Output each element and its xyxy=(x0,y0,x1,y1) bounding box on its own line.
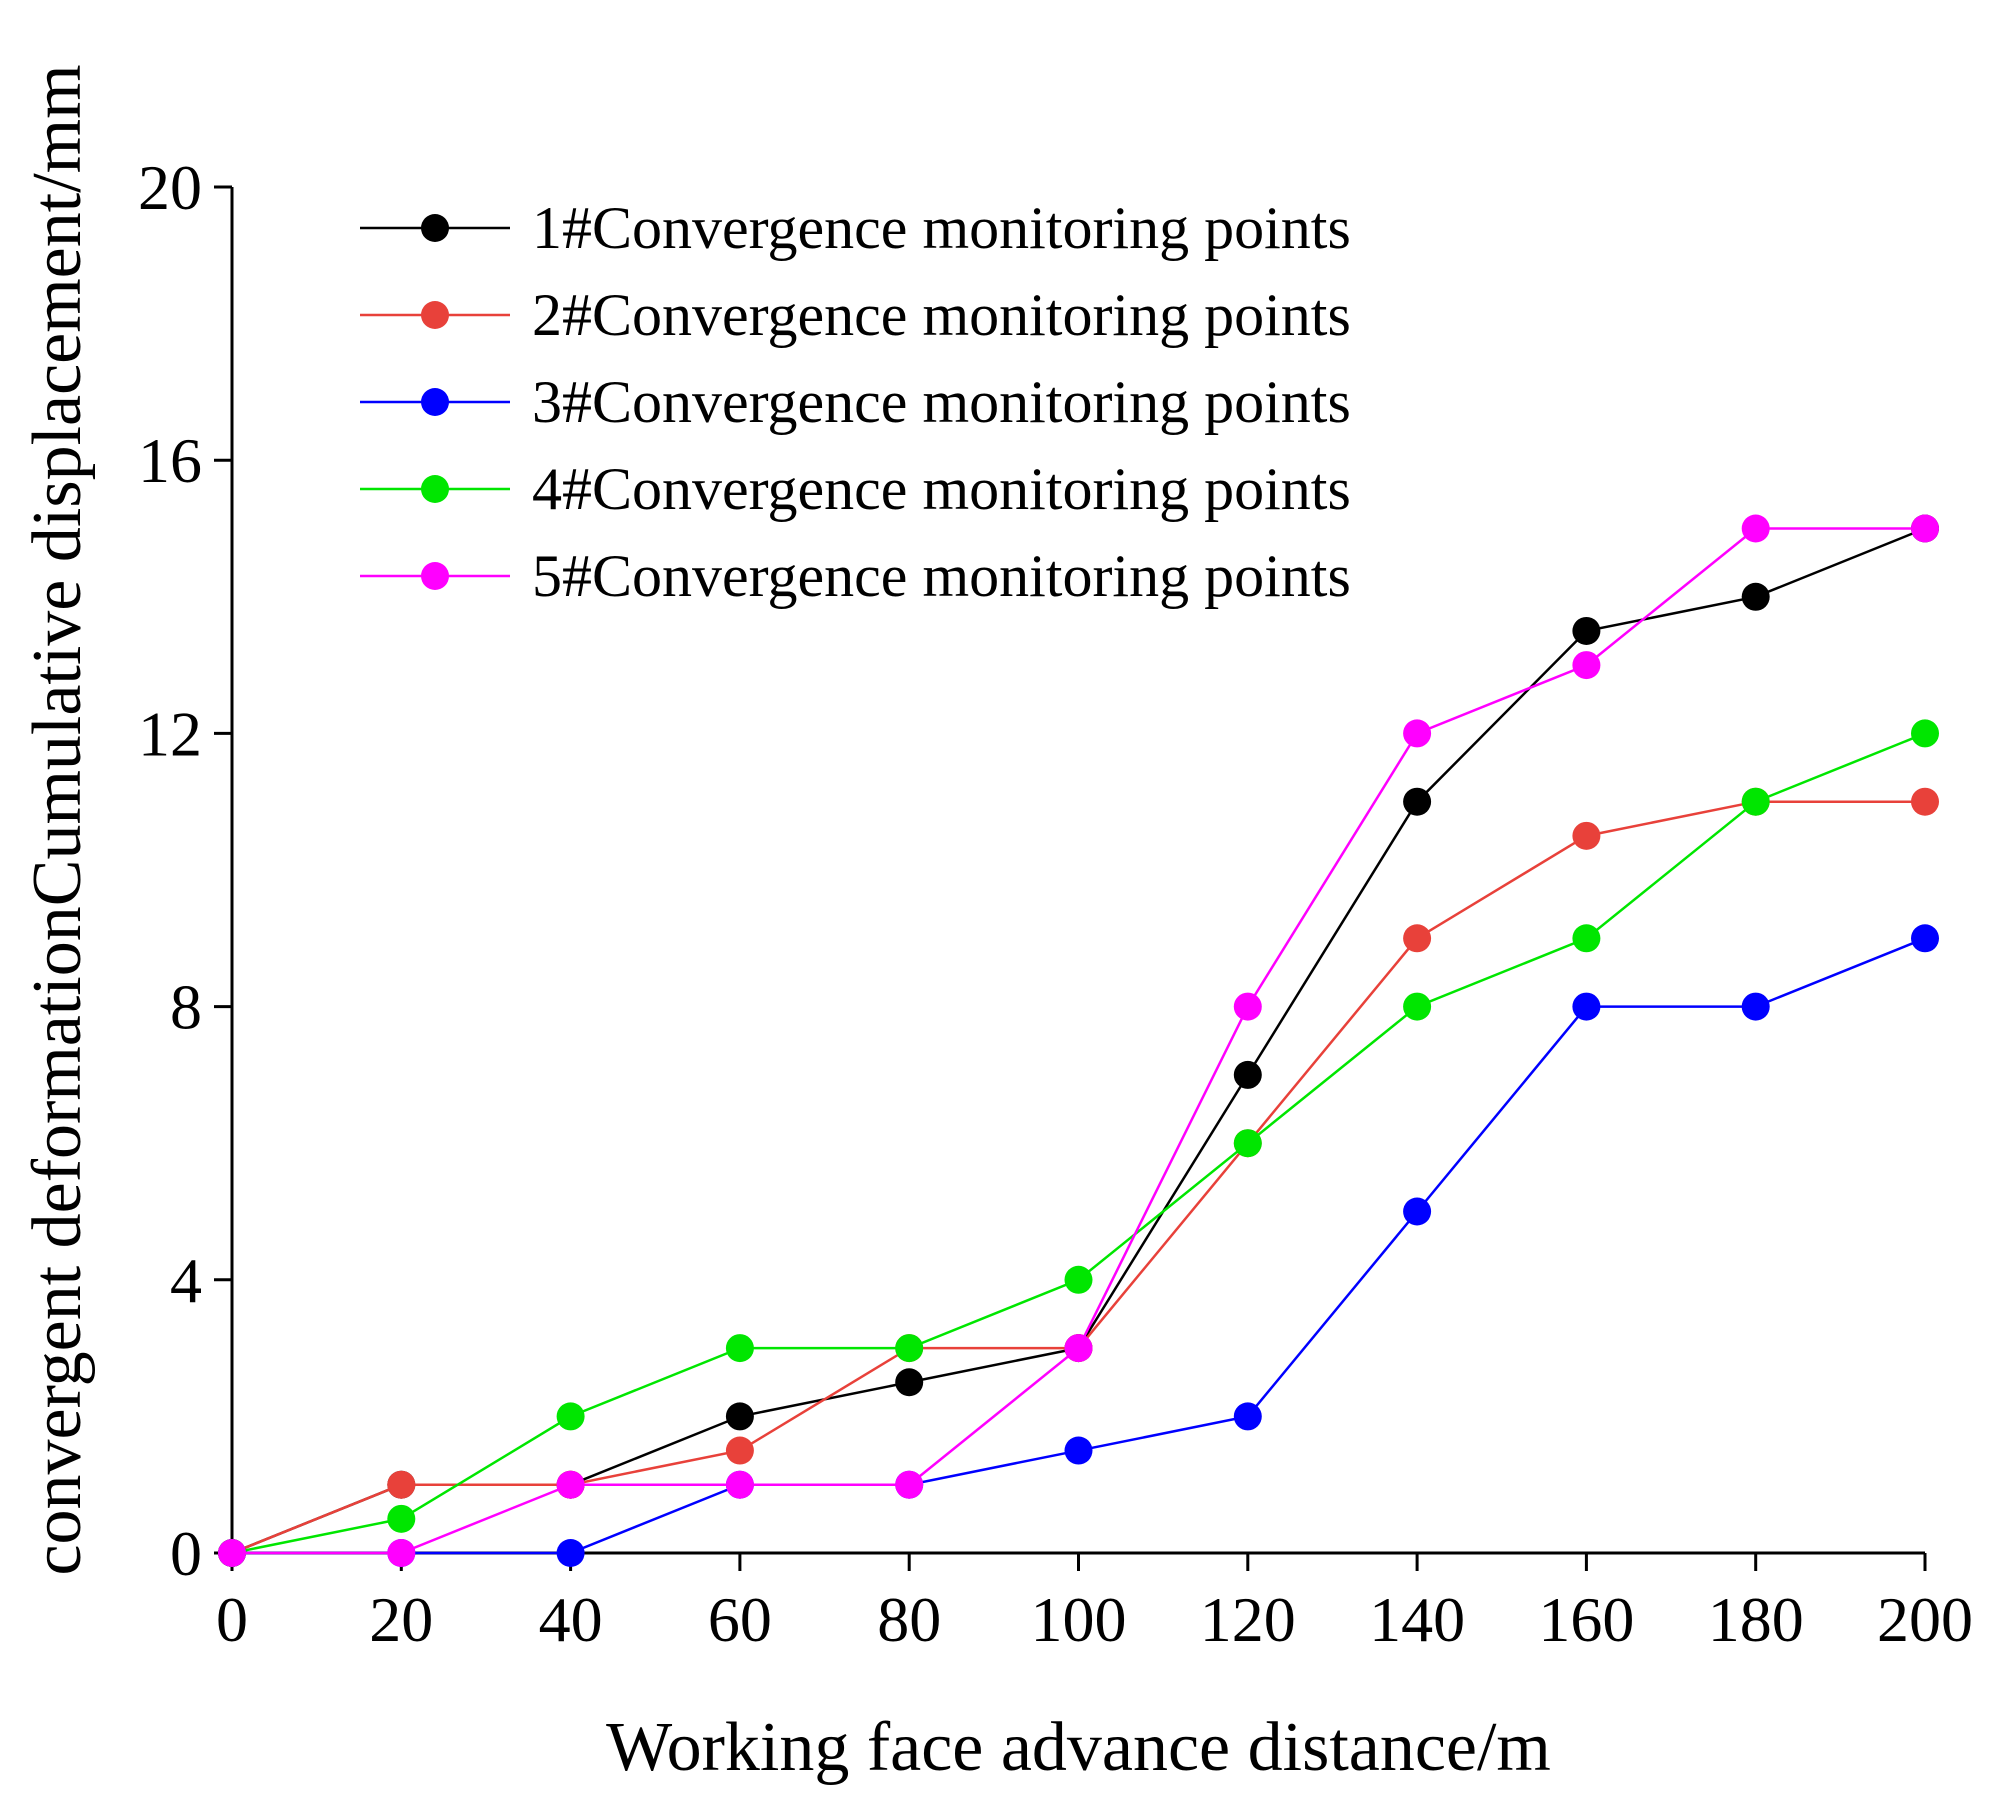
series-3-point xyxy=(1233,1402,1262,1431)
series-4-line xyxy=(231,732,1926,1555)
series-5-point xyxy=(895,1470,924,1499)
series-4-point xyxy=(1741,787,1770,816)
series-5-point xyxy=(1403,719,1432,748)
legend: 1#Convergence monitoring points 2#Converg… xyxy=(360,195,1351,609)
series-2-point xyxy=(1911,787,1939,816)
series-2-point xyxy=(1403,924,1432,953)
y-tick-label: 4 xyxy=(170,1245,202,1316)
legend-swatch-marker xyxy=(421,475,449,503)
axes: 0 20 40 60 80 100 120 140 160 180 200 0 4 8 12 16 20 xyxy=(138,152,1973,1655)
legend-label: 1#Convergence monitoring points xyxy=(532,195,1351,261)
series-1-line xyxy=(231,527,1926,1555)
y-axis-title: convergent deformationCumulative displac… xyxy=(19,64,96,1575)
series-1-point xyxy=(1233,1060,1262,1089)
series-4-point xyxy=(556,1402,585,1431)
legend-item-1: 1#Convergence monitoring points xyxy=(360,195,1351,261)
legend-swatch-marker xyxy=(421,214,449,242)
series-5-point xyxy=(1064,1334,1093,1363)
x-axis-title: Working face advance distance/m xyxy=(606,1709,1551,1786)
series-5 xyxy=(218,514,1939,1567)
legend-swatch-marker xyxy=(421,388,449,416)
series-4-point xyxy=(1572,924,1601,953)
x-tick-label: 180 xyxy=(1708,1584,1804,1655)
legend-item-4: 4#Convergence monitoring points xyxy=(360,456,1351,522)
y-tick-label: 0 xyxy=(170,1518,202,1589)
series-3 xyxy=(218,924,1939,1567)
x-tick-label: 0 xyxy=(216,1584,248,1655)
series-layer xyxy=(218,514,1939,1567)
x-tick-label: 100 xyxy=(1031,1584,1127,1655)
x-tick-label: 20 xyxy=(369,1584,433,1655)
legend-label: 3#Convergence monitoring points xyxy=(532,369,1351,435)
series-4-point xyxy=(1911,719,1939,748)
series-3-point xyxy=(1911,924,1939,953)
series-4-point xyxy=(1403,992,1432,1021)
series-5-point xyxy=(1572,651,1601,680)
x-tick-label: 40 xyxy=(539,1584,603,1655)
legend-swatch-marker xyxy=(421,301,449,329)
series-5-point xyxy=(1233,992,1262,1021)
x-tick-label: 140 xyxy=(1369,1584,1465,1655)
x-tick-label: 80 xyxy=(877,1584,941,1655)
series-3-point xyxy=(1741,992,1770,1021)
series-4-point xyxy=(725,1334,754,1363)
series-5-point xyxy=(725,1470,754,1499)
y-tick-label: 12 xyxy=(138,698,202,769)
series-1-point xyxy=(1403,787,1432,816)
series-5-point xyxy=(1741,514,1770,543)
series-4-point xyxy=(895,1334,924,1363)
series-1-point xyxy=(1572,616,1601,645)
series-3-point xyxy=(1572,992,1601,1021)
series-4-point xyxy=(1233,1129,1262,1158)
legend-item-3: 3#Convergence monitoring points xyxy=(360,369,1351,435)
series-1-point xyxy=(725,1402,754,1431)
legend-item-2: 2#Convergence monitoring points xyxy=(360,282,1351,348)
series-1-point xyxy=(895,1368,924,1397)
series-2-point xyxy=(725,1436,754,1465)
legend-swatch-marker xyxy=(421,562,449,590)
series-5-point xyxy=(387,1539,416,1567)
legend-item-5: 5#Convergence monitoring points xyxy=(360,543,1351,609)
series-5-point xyxy=(1911,514,1939,543)
series-5-point xyxy=(556,1470,585,1499)
y-tick-label: 16 xyxy=(138,425,202,496)
legend-label: 2#Convergence monitoring points xyxy=(532,282,1351,348)
y-tick-label: 8 xyxy=(170,972,202,1043)
series-1-point xyxy=(1741,582,1770,611)
series-4-point xyxy=(387,1504,416,1533)
series-4 xyxy=(218,719,1939,1567)
x-tick-label: 120 xyxy=(1200,1584,1296,1655)
series-1 xyxy=(218,514,1939,1567)
x-tick-label: 60 xyxy=(708,1584,772,1655)
series-2-point xyxy=(387,1470,416,1499)
series-4-point xyxy=(1064,1265,1093,1294)
series-3-point xyxy=(1403,1197,1432,1226)
series-5-line xyxy=(232,527,1925,1555)
series-2-point xyxy=(1572,821,1601,850)
series-5-point xyxy=(218,1539,246,1567)
y-tick-label: 20 xyxy=(138,152,202,223)
legend-label: 4#Convergence monitoring points xyxy=(532,456,1351,522)
x-tick-label: 160 xyxy=(1538,1584,1634,1655)
series-3-point xyxy=(556,1539,585,1567)
x-tick-label: 200 xyxy=(1877,1584,1973,1655)
legend-label: 5#Convergence monitoring points xyxy=(532,543,1351,609)
series-3-point xyxy=(1064,1436,1093,1465)
